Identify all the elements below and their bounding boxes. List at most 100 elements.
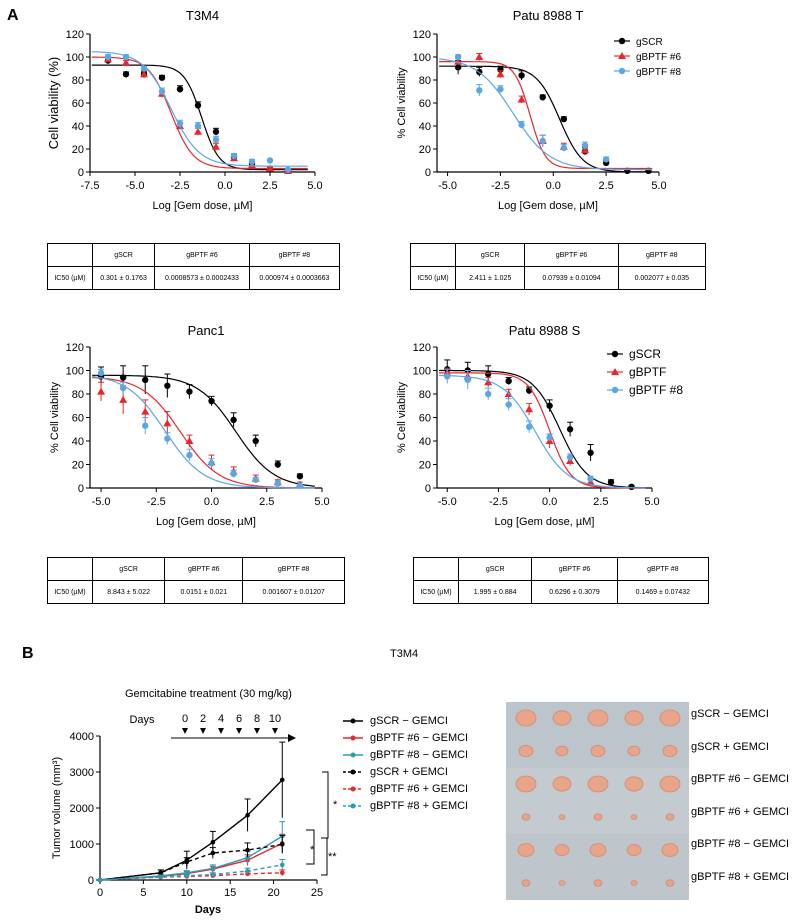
growth-line [99,842,283,881]
data-point [518,72,525,79]
data-point [119,384,127,392]
data-point [122,71,130,78]
data-point [119,374,127,381]
table-cell: 2.411 ± 1.025 [454,266,526,290]
table-cell: gBPTF #6 [164,557,244,581]
data-point [194,102,202,109]
data-point [97,387,106,395]
y-tick-label: 100 [66,52,84,64]
table-cell [47,557,93,581]
tumor-specimen [593,813,603,821]
tumor-specimen [521,813,531,821]
chart-title: Patu 8988 T [513,8,584,23]
y-axis-label: % Cell viability [49,382,61,453]
treatment-subtitle: Gemcitabine treatment (30 mg/kg) [125,688,292,700]
growth-line [99,779,283,881]
legend-label: gSCR − GEMCI [370,714,448,727]
legend-marker [350,803,356,808]
significance-bracket [321,837,328,876]
legend-marker [350,769,356,774]
table-cell: 0.0151 ± 0.021 [164,580,244,604]
photo-row-label: gBPTF #6 + GEMCI [691,805,790,818]
table-header-row: gSCR gBPTF #6 gBPTF #8 [47,243,341,267]
chart-title: Panc1 [188,323,225,338]
data-point [505,377,512,385]
series-bptf8 [439,53,653,171]
x-tick-label: 25 [311,887,323,899]
legend-label: gSCR [636,37,663,48]
legend-label: gBPTF [629,365,666,379]
y-tick-label: 60 [72,413,84,425]
legend-marker [350,718,356,723]
series-gscr [92,365,315,487]
legend-label: gSCR [629,347,661,361]
data-point [142,422,149,429]
x-tick-label: -5.0 [126,180,145,192]
data-point [186,451,193,459]
fit-curve [92,374,315,487]
series-line [97,741,286,883]
table-cell: IC50 (µM) [410,266,456,290]
data-point [279,870,285,876]
significance-bracket [306,829,315,865]
x-tick-label: -7.5 [81,180,100,192]
photo-row-label: gBPTF #8 + GEMCI [691,870,790,883]
tumor-chart-legend: gSCR − GEMCI gBPTF #6 − GEMCI gBPTF #8 − G… [342,712,468,814]
table-cell: 0.301 ± 0.1763 [91,266,156,290]
data-point [210,872,216,877]
chart-patu8988s-dose-response: Patu 8988 S 0 20 40 60 80 100 120 -5.0 -2.5 0.0 2.5… [396,323,683,528]
data-point [266,157,274,164]
data-point [266,164,274,172]
legend-label: gBPTF #6 [636,52,681,63]
tumor-specimen [665,813,675,821]
data-point [245,855,250,860]
data-point [279,777,285,783]
y-tick-label: 100 [413,366,431,378]
y-tick-label: 120 [413,29,431,41]
table-cell: gBPTF #8 [617,243,707,267]
y-tick-label: 0 [88,875,94,887]
table-cell: gSCR [454,243,526,267]
significance-label: * [310,844,315,856]
legend-marker [611,368,619,375]
y-tick-label: 40 [419,436,431,448]
tumor-specimen [624,776,644,792]
data-point [158,88,166,95]
treatment-day-label: 8 [254,713,260,725]
legend-marker [350,735,356,740]
y-tick-label: 20 [72,144,84,156]
legend-swatch [343,735,363,740]
legend-swatch [343,718,363,723]
series-bptf6 [439,367,646,489]
ic50-table-t3m4: gSCR gBPTF #6 gBPTF #8 IC50 (µM) 0.301 ±… [47,243,341,290]
tumor-specimen [659,775,681,793]
y-tick-label: 0 [425,167,431,179]
x-tick-label: -5.0 [438,496,457,508]
data-point [230,416,237,424]
data-point [587,475,594,482]
treatment-day-marker [236,728,242,734]
table-cell: gBPTF #6 [524,243,619,267]
tumor-specimen [665,879,675,887]
table-header-row: gSCR gBPTF #6 gBPTF #8 [47,557,345,581]
chart-t3m4-dose-response: T3M4 0 20 40 60 80 100 120 -7.5 -5.0 -2.5 0.0 2.5 5.0… [46,8,323,212]
data-point [248,158,256,165]
fit-curve [439,65,653,173]
table-cell: IC50 (µM) [47,266,93,290]
table-row: IC50 (µM) 2.411 ± 1.025 0.07939 ± 0.0109… [410,266,707,290]
tumor-specimen [593,879,603,887]
table-row: IC50 (µM) 8.843 ± 5.022 0.0151 ± 0.021 0… [47,580,345,604]
data-point [525,423,533,431]
table-header-row: gSCR gBPTF #6 gBPTF #8 [410,243,707,267]
data-point [245,847,250,853]
fit-curve [439,61,653,170]
data-point [497,86,504,93]
data-point [274,480,282,487]
tumor-specimen [590,745,606,758]
y-tick-label: 1000 [70,839,94,851]
data-point [184,859,190,865]
table-cell: gSCR [91,557,166,581]
series-bptf8 [439,368,646,489]
x-tick-label: 0 [97,887,103,899]
table-cell: gBPTF #8 [616,557,710,581]
